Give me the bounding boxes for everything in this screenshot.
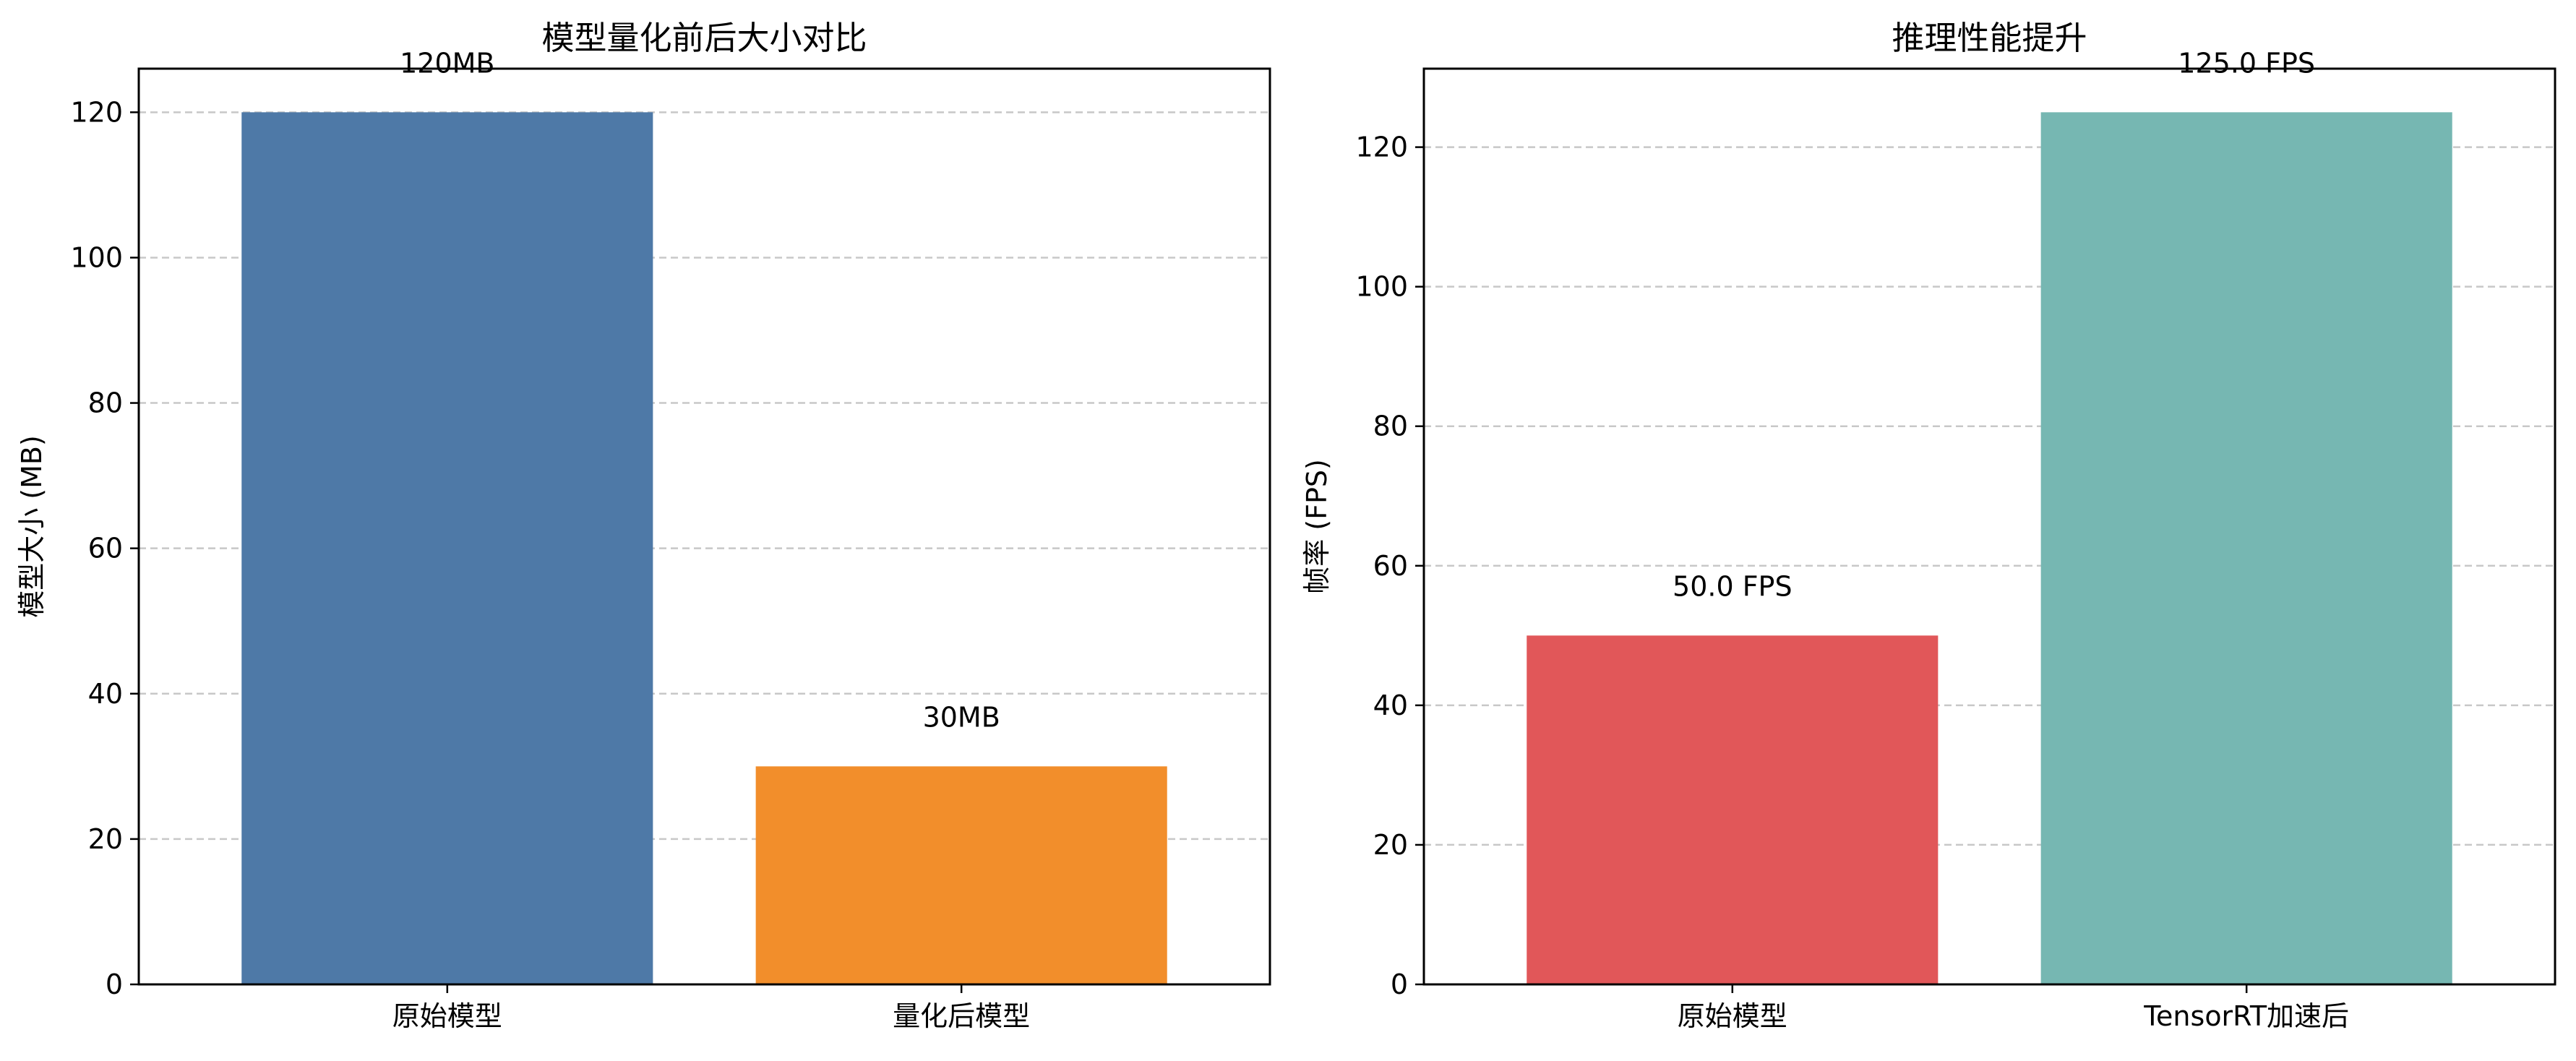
y-axis-label: 帧率 (FPS) bbox=[1301, 459, 1333, 594]
x-tick-label: 量化后模型 bbox=[893, 1000, 1030, 1032]
y-tick-label: 100 bbox=[70, 241, 123, 273]
data-label: 30MB bbox=[923, 701, 1000, 733]
y-tick-label: 80 bbox=[88, 387, 123, 419]
y-tick-label: 100 bbox=[1355, 271, 1408, 303]
y-tick-label: 60 bbox=[1373, 550, 1408, 582]
bar bbox=[241, 112, 653, 984]
y-tick-label: 120 bbox=[70, 96, 123, 128]
data-label: 120MB bbox=[400, 47, 494, 79]
chart-title: 推理性能提升 bbox=[1892, 19, 2087, 57]
y-tick-label: 40 bbox=[1373, 690, 1408, 721]
x-tick-label: 原始模型 bbox=[1678, 1000, 1787, 1032]
y-tick-label: 0 bbox=[106, 968, 123, 1000]
bar bbox=[1527, 635, 1939, 984]
axes-frame bbox=[137, 67, 1271, 986]
bar bbox=[2040, 112, 2452, 984]
data-label: 50.0 FPS bbox=[1673, 570, 1793, 602]
data-label: 125.0 FPS bbox=[2178, 47, 2315, 79]
axes-frame bbox=[1422, 67, 2556, 986]
y-tick-label: 60 bbox=[88, 533, 123, 564]
y-axis-label: 模型大小 (MB) bbox=[16, 435, 48, 618]
y-tick-label: 80 bbox=[1373, 411, 1408, 442]
chart-title: 模型量化前后大小对比 bbox=[541, 19, 867, 57]
y-tick-label: 20 bbox=[88, 823, 123, 855]
chart-panel-1: 0 20 40 60 80 100 120 原始模型 量化后模型 120MB 30MB 模型量化前后大… bbox=[16, 19, 1271, 1032]
chart-panel-2: 0 20 40 60 80 100 120 原始模型 TensorRT加速后 50.0 FPS 12… bbox=[1301, 19, 2556, 1032]
x-tick-label: 原始模型 bbox=[392, 1000, 502, 1032]
y-tick-label: 0 bbox=[1391, 968, 1408, 1000]
y-tick-label: 40 bbox=[88, 678, 123, 710]
bar bbox=[755, 766, 1167, 984]
y-tick-label: 120 bbox=[1355, 132, 1408, 163]
y-tick-label: 20 bbox=[1373, 829, 1408, 861]
x-tick-label: TensorRT加速后 bbox=[2143, 1000, 2349, 1032]
